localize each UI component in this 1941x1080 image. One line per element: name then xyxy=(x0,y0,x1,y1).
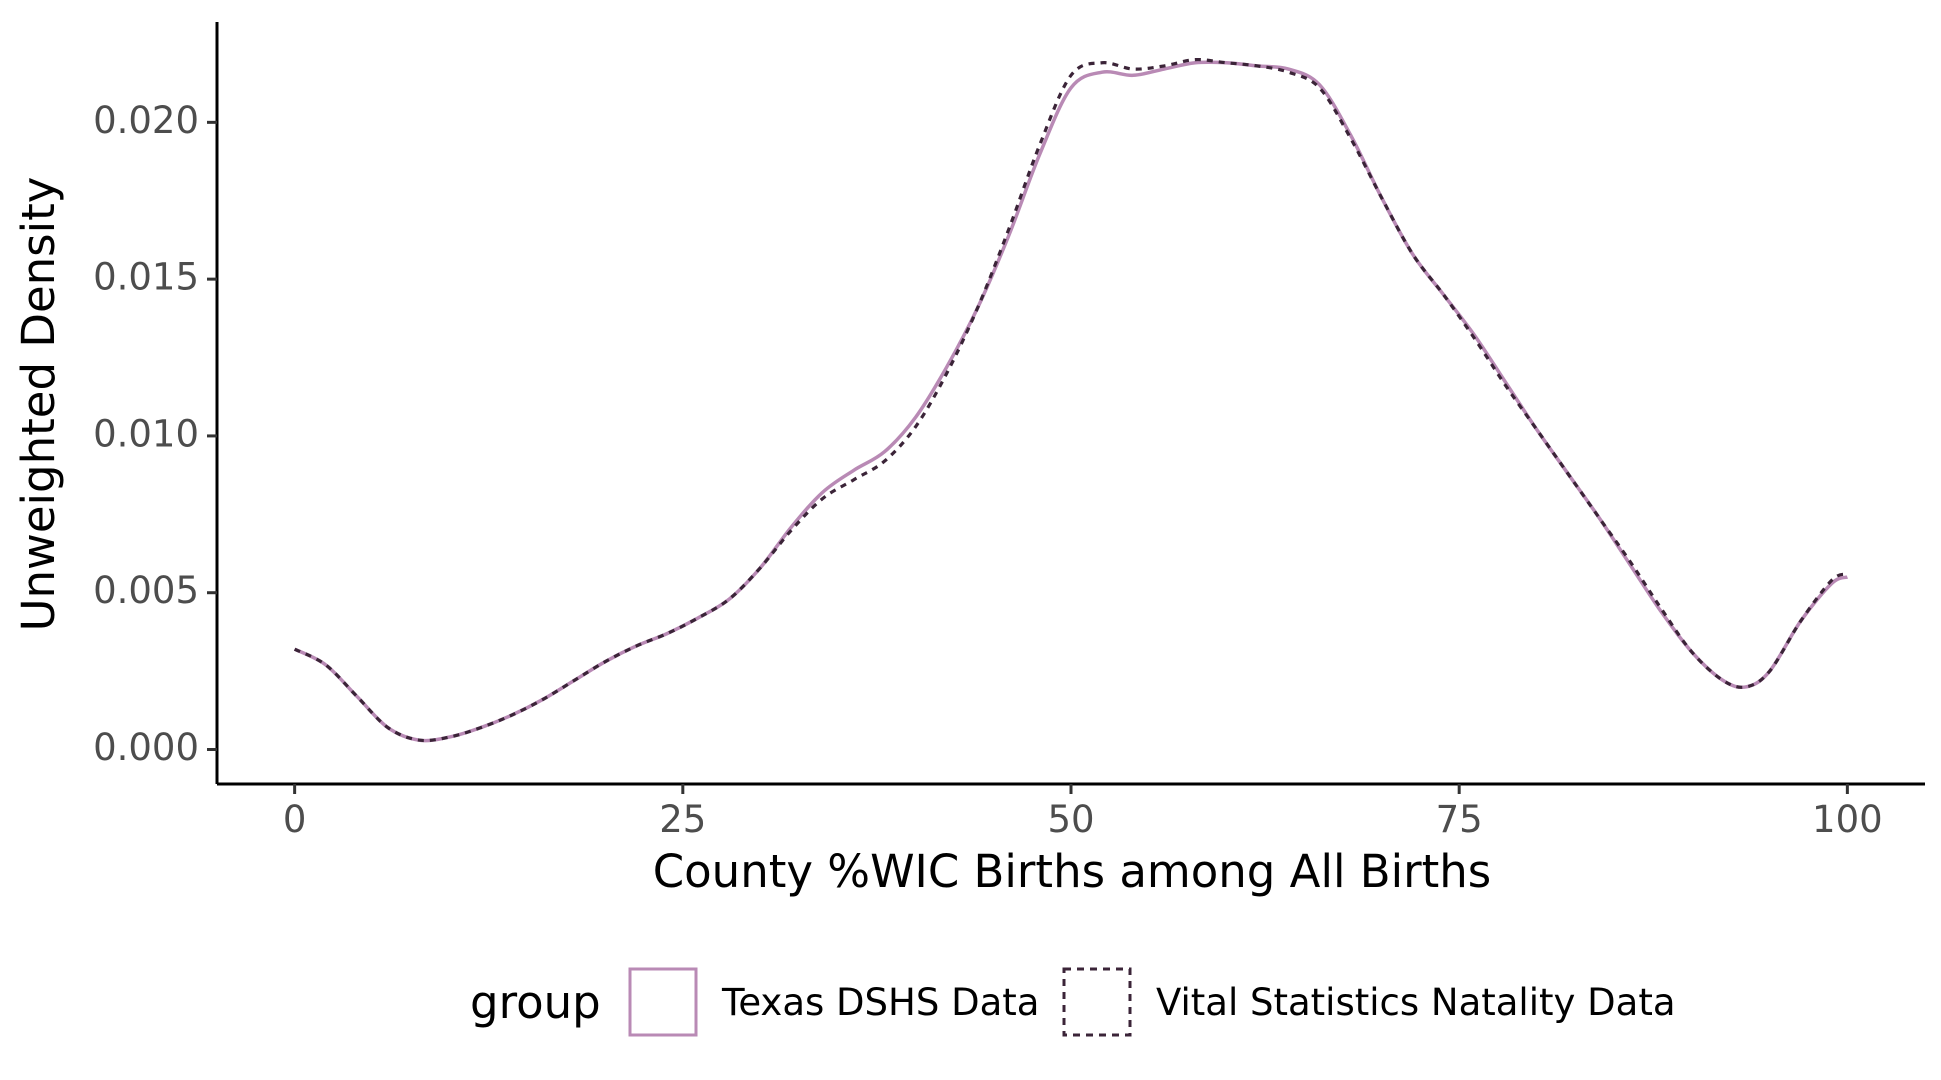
series-line-texas-dshs xyxy=(293,60,1849,743)
legend-label-texas-dshs: Texas DSHS Data xyxy=(721,981,1039,1024)
series-line-vital-statistics xyxy=(293,57,1848,743)
x-tick-label: 0 xyxy=(283,798,307,841)
legend-key-vital-statistics xyxy=(1062,967,1132,1037)
x-axis-title: County %WIC Births among All Births xyxy=(653,845,1492,898)
y-axis-title: Unweighted Density xyxy=(12,177,65,632)
y-tick-label: 0.015 xyxy=(93,256,199,299)
axes xyxy=(215,22,1925,786)
y-tick-label: 0.020 xyxy=(93,99,199,142)
legend-key-texas-dshs xyxy=(628,967,698,1037)
legend: group Texas DSHS Data Vital Statistics N… xyxy=(470,967,1676,1037)
x-tick-label: 75 xyxy=(1436,798,1483,841)
y-axis-ticks: 0.000 0.005 0.010 0.015 0.020 xyxy=(93,99,217,769)
y-tick-label: 0.000 xyxy=(93,726,199,769)
x-tick-label: 100 xyxy=(1812,798,1883,841)
y-tick-label: 0.010 xyxy=(93,412,199,455)
legend-label-vital-statistics: Vital Statistics Natality Data xyxy=(1156,981,1676,1024)
x-tick-label: 25 xyxy=(659,798,706,841)
x-tick-label: 50 xyxy=(1047,798,1094,841)
y-tick-label: 0.005 xyxy=(93,569,199,612)
x-axis-ticks: 0 25 50 75 100 xyxy=(283,784,1883,841)
series-layer xyxy=(293,57,1849,743)
legend-title: group xyxy=(470,976,601,1029)
